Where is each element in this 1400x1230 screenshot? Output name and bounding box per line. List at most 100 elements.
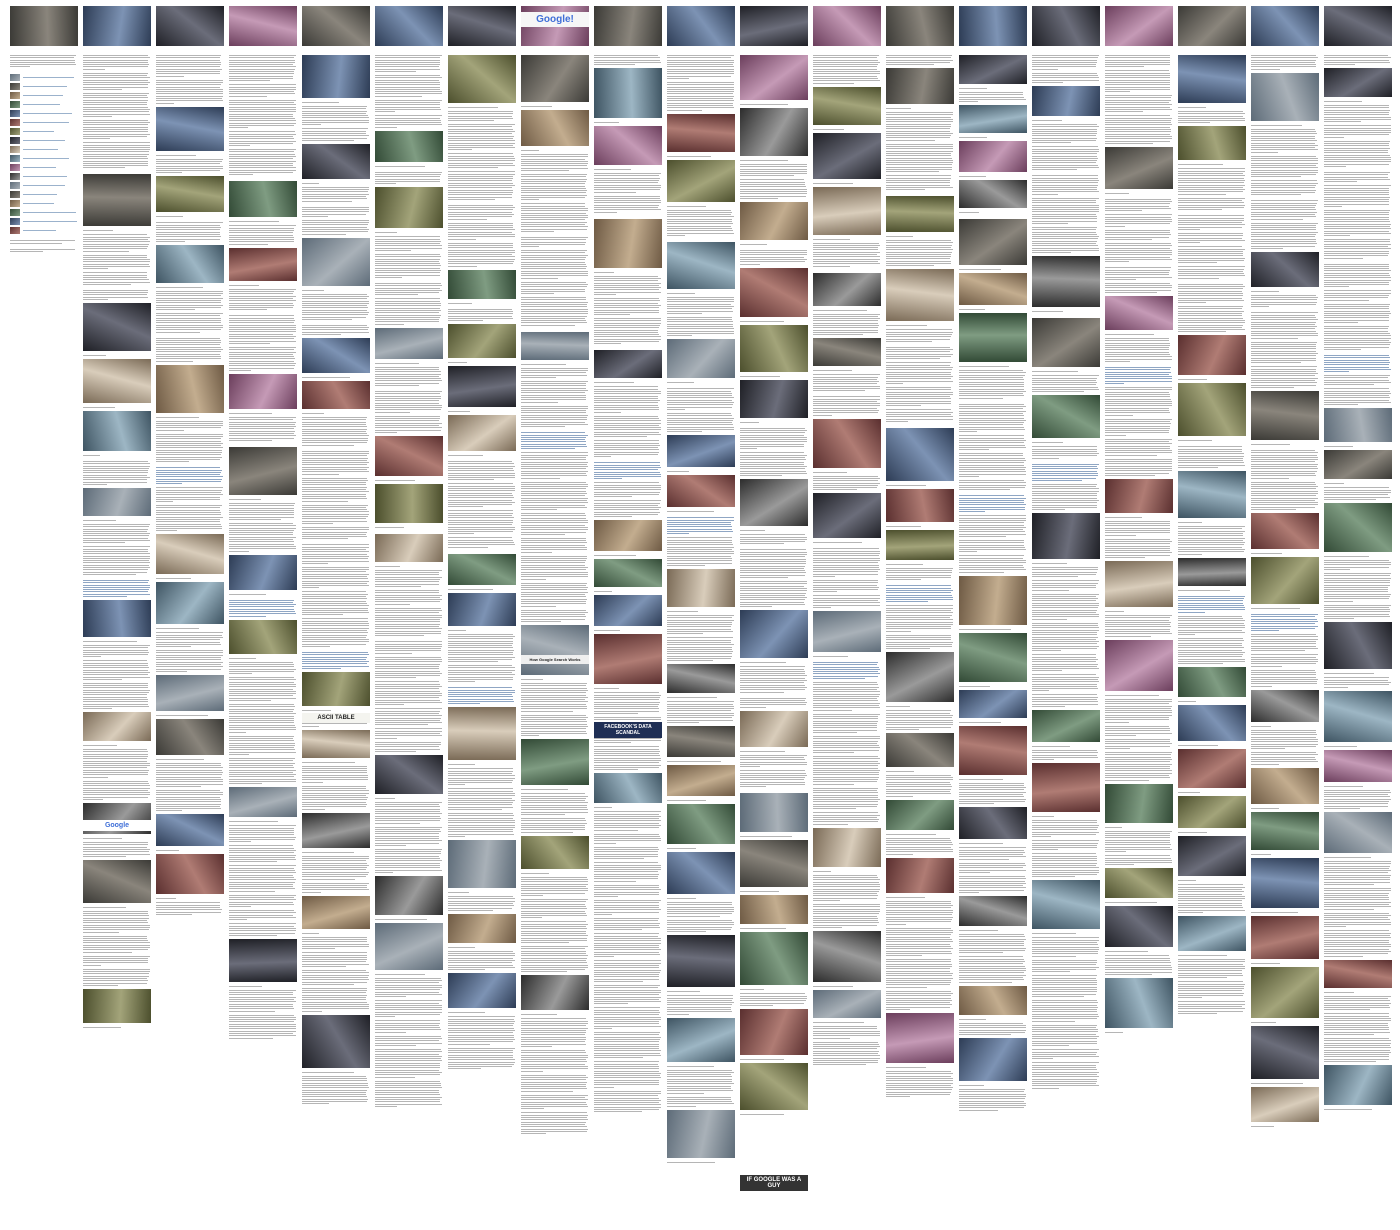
- image-caption: [375, 362, 443, 364]
- image-caption: [740, 1113, 808, 1115]
- toc-item[interactable]: [10, 191, 78, 199]
- paragraph: [1105, 520, 1173, 536]
- paragraph: [229, 825, 297, 843]
- toc-item[interactable]: [10, 92, 78, 100]
- paragraph: [594, 386, 662, 413]
- article-image: [375, 483, 443, 523]
- paragraph: [594, 1032, 662, 1059]
- toc-item[interactable]: [10, 74, 78, 82]
- paragraph: [521, 281, 589, 295]
- paragraph: [521, 380, 589, 403]
- article-image: [740, 1062, 808, 1110]
- paragraph: [1032, 1024, 1100, 1047]
- paragraph: [813, 242, 881, 267]
- image-caption: [448, 362, 516, 364]
- chapter-hero-image: [83, 6, 151, 46]
- chapter-page: [959, 6, 1027, 1230]
- paragraph: [1105, 855, 1173, 866]
- toc-thumbnail: [10, 128, 20, 136]
- image-caption: [521, 150, 589, 151]
- toc-thumbnail: [10, 173, 20, 181]
- paragraph: [448, 633, 516, 663]
- paragraph: [83, 523, 151, 544]
- toc-item[interactable]: [10, 164, 78, 172]
- paragraph: [886, 387, 954, 407]
- paragraph: [1105, 725, 1173, 736]
- paragraph: [1324, 930, 1392, 957]
- paragraph: [667, 901, 735, 917]
- paragraph: [375, 607, 443, 637]
- toc-item[interactable]: [10, 128, 78, 136]
- toc-item[interactable]: [10, 155, 78, 163]
- image-caption: [886, 896, 954, 898]
- toc-item[interactable]: [10, 137, 78, 145]
- article-image: [1251, 1086, 1319, 1122]
- paragraph: [521, 946, 589, 973]
- toc-item[interactable]: [10, 83, 78, 91]
- paragraph: [83, 72, 151, 90]
- paragraph: [886, 55, 954, 66]
- article-image: [1105, 783, 1173, 823]
- references-list: [1251, 614, 1319, 632]
- paragraph: [959, 480, 1027, 491]
- paragraph: [302, 882, 370, 893]
- article-image: [740, 895, 808, 925]
- paragraph: [156, 632, 224, 648]
- image-caption: [594, 382, 662, 384]
- paragraph: [667, 537, 735, 566]
- article-image: [1032, 880, 1100, 930]
- paragraph: [521, 250, 589, 279]
- image-caption: [83, 838, 151, 840]
- article-image: [959, 180, 1027, 209]
- paragraph: [1105, 752, 1173, 781]
- references-list: [302, 652, 370, 670]
- paragraph: [375, 1020, 443, 1033]
- article-image: [83, 712, 151, 742]
- image-caption: [1251, 1125, 1319, 1127]
- paragraph: [521, 405, 589, 428]
- toc-item[interactable]: [10, 209, 78, 217]
- toc-item[interactable]: [10, 200, 78, 208]
- references-list: [521, 432, 589, 450]
- article-image: [1105, 868, 1173, 899]
- article-image: [156, 244, 224, 283]
- paragraph: [83, 955, 151, 966]
- article-image: [229, 247, 297, 281]
- image-caption: [594, 807, 662, 809]
- paragraph: [740, 549, 808, 579]
- paragraph: [886, 927, 954, 957]
- toc-item[interactable]: [10, 110, 78, 118]
- references-list: [1178, 595, 1246, 613]
- paragraph: [375, 1080, 443, 1107]
- article-image: [229, 787, 297, 818]
- article-image: [1324, 622, 1392, 670]
- paragraph: [448, 171, 516, 200]
- image-caption: [1032, 816, 1100, 818]
- toc-item[interactable]: [10, 101, 78, 109]
- paragraph: [886, 240, 954, 267]
- toc-item[interactable]: [10, 218, 78, 226]
- paragraph: [1324, 326, 1392, 351]
- paragraph: [667, 919, 735, 933]
- article-image: [1251, 811, 1319, 850]
- paragraph: [448, 483, 516, 508]
- image-caption: [813, 128, 881, 130]
- image-caption: [1032, 933, 1100, 935]
- chapter-page: [1251, 6, 1319, 1221]
- toc-item[interactable]: [10, 227, 78, 235]
- image-caption: [1251, 553, 1319, 555]
- toc-item[interactable]: [10, 146, 78, 154]
- toc-item[interactable]: [10, 182, 78, 190]
- paragraph: [740, 697, 808, 708]
- article-image: [813, 132, 881, 179]
- toc-item[interactable]: [10, 119, 78, 127]
- toc-item[interactable]: [10, 173, 78, 181]
- article-image: [1251, 966, 1319, 1018]
- article-image: [521, 110, 589, 146]
- article-image: [448, 707, 516, 761]
- image-caption: [83, 519, 151, 521]
- image-caption: [1324, 555, 1392, 557]
- paragraph: [813, 682, 881, 711]
- article-image: [667, 475, 735, 508]
- paragraph: [886, 567, 954, 581]
